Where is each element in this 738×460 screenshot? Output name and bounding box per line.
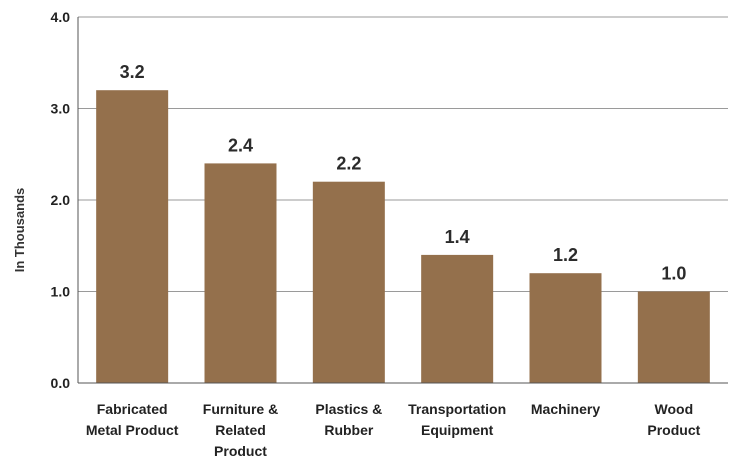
- data-label: 2.2: [336, 154, 361, 174]
- x-category-label-line: Machinery: [531, 401, 600, 417]
- data-label: 1.2: [553, 245, 578, 265]
- data-label: 3.2: [120, 62, 145, 82]
- x-category-label: Wood Product: [647, 401, 700, 438]
- axes: [77, 17, 728, 384]
- bar: [96, 90, 169, 383]
- x-category-labels: Fabricated Metal Product Furniture & Relate…: [86, 401, 701, 459]
- x-category-label-line: Related: [215, 422, 266, 438]
- data-label: 1.0: [661, 264, 686, 284]
- x-category-label-line: Rubber: [324, 422, 374, 438]
- bar: [312, 181, 385, 383]
- x-category-label: Machinery: [531, 401, 600, 417]
- x-category-label: Transportation Equipment: [408, 401, 506, 438]
- x-category-label-line: Fabricated: [97, 401, 168, 417]
- bar: [204, 163, 277, 383]
- x-category-label-line: Wood: [655, 401, 694, 417]
- bar: [421, 254, 494, 383]
- x-category-label-line: Metal Product: [86, 422, 179, 438]
- gridlines: [78, 16, 728, 292]
- y-axis-title: In Thousands: [12, 188, 27, 273]
- bars: [96, 90, 710, 383]
- data-labels: 3.2 2.4 2.2 1.4 1.2 1.0: [120, 62, 687, 283]
- bar: [637, 291, 710, 383]
- y-tick-labels: 0.0 1.0 2.0 3.0 4.0: [51, 9, 71, 391]
- bar: [529, 273, 602, 383]
- x-category-label: Fabricated Metal Product: [86, 401, 179, 438]
- x-category-label-line: Product: [214, 443, 267, 459]
- y-tick-label: 4.0: [51, 9, 71, 25]
- data-label: 2.4: [228, 135, 253, 155]
- y-tick-label: 0.0: [51, 375, 71, 391]
- y-tick-label: 3.0: [51, 101, 71, 117]
- x-category-label-line: Plastics &: [315, 401, 382, 417]
- x-category-label-line: Product: [647, 422, 700, 438]
- x-category-label-line: Equipment: [421, 422, 494, 438]
- x-category-label-line: Transportation: [408, 401, 506, 417]
- data-label: 1.4: [445, 227, 470, 247]
- y-tick-label: 2.0: [51, 192, 71, 208]
- x-category-label: Furniture & Related Product: [203, 401, 278, 459]
- x-category-label: Plastics & Rubber: [315, 401, 382, 438]
- x-category-label-line: Furniture &: [203, 401, 278, 417]
- y-tick-label: 1.0: [51, 284, 71, 300]
